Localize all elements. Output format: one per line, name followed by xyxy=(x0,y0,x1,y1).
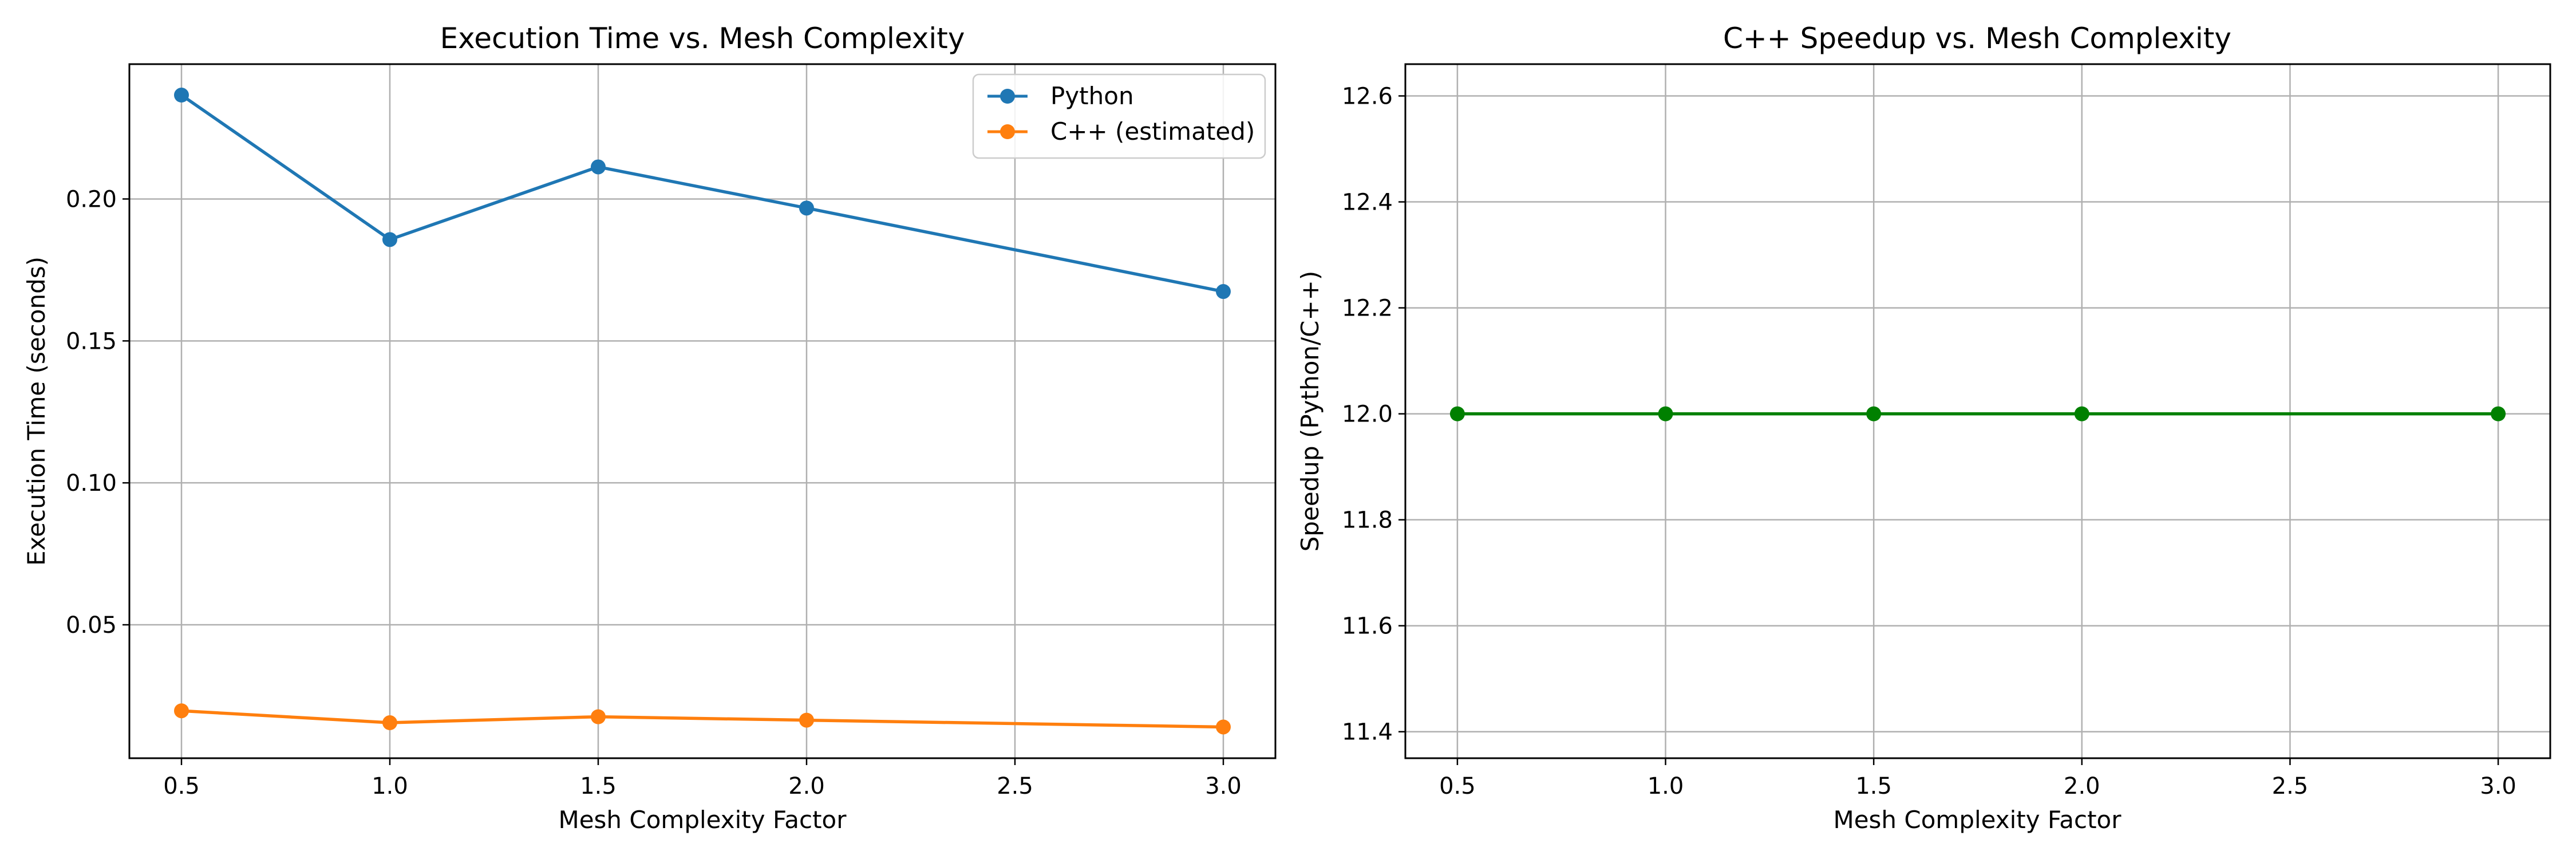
plot-area-frame xyxy=(1404,63,2551,759)
x-tick-label: 1.5 xyxy=(580,773,617,799)
data-point-0 xyxy=(1658,406,1673,421)
y-tick-label: 0.10 xyxy=(66,470,117,497)
y-tick-label: 11.8 xyxy=(1342,507,1393,534)
x-tick-label: 0.5 xyxy=(1439,773,1476,799)
data-point-0 xyxy=(2074,406,2089,421)
x-tick-label: 3.0 xyxy=(2480,773,2516,799)
data-point-1 xyxy=(382,715,397,731)
data-point-0 xyxy=(382,232,397,247)
chart-title: Execution Time vs. Mesh Complexity xyxy=(440,22,965,55)
y-tick-label: 0.05 xyxy=(66,612,117,639)
legend-box xyxy=(972,73,1266,159)
data-point-1 xyxy=(1216,719,1231,735)
x-tick-label: 1.5 xyxy=(1855,773,1892,799)
y-axis-label: Execution Time (seconds) xyxy=(22,257,50,566)
plot-area-frame xyxy=(128,63,1277,759)
y-tick-label: 0.20 xyxy=(66,186,117,212)
speedup-chart: C++ Speedup vs. Mesh Complexity Mesh Com… xyxy=(1296,22,2551,834)
x-tick-label: 2.0 xyxy=(2064,773,2100,799)
y-tick-label: 12.2 xyxy=(1342,295,1393,322)
x-tick-label: 1.0 xyxy=(372,773,408,799)
data-point-0 xyxy=(1449,406,1465,421)
data-point-0 xyxy=(1866,406,1882,421)
execution-time-chart: Execution Time vs. Mesh Complexity Mesh … xyxy=(22,22,1277,834)
data-point-0 xyxy=(174,88,189,103)
x-tick-label: 2.5 xyxy=(997,773,1033,799)
legend-label-python: Python xyxy=(1050,82,1134,110)
data-point-0 xyxy=(591,159,606,175)
x-tick-label: 2.5 xyxy=(2272,773,2309,799)
y-axis-label: Speedup (Python/C++) xyxy=(1296,271,1324,552)
legend: Python C++ (estimated) xyxy=(972,73,1266,159)
x-tick-label: 2.0 xyxy=(788,773,825,799)
chart-title: C++ Speedup vs. Mesh Complexity xyxy=(1723,22,2231,55)
y-tick-label: 12.0 xyxy=(1342,401,1393,428)
data-point-0 xyxy=(1216,284,1231,300)
y-tick-label: 11.6 xyxy=(1342,613,1393,640)
x-axis-label: Mesh Complexity Factor xyxy=(558,806,847,834)
data-point-0 xyxy=(2491,406,2506,421)
data-point-1 xyxy=(799,712,814,728)
legend-marker-python xyxy=(1000,89,1015,104)
legend-marker-cpp xyxy=(1000,124,1015,139)
y-tick-label: 0.15 xyxy=(66,328,117,354)
x-axis-label: Mesh Complexity Factor xyxy=(1833,806,2121,834)
legend-label-cpp: C++ (estimated) xyxy=(1050,117,1255,145)
x-tick-label: 3.0 xyxy=(1205,773,1242,799)
y-tick-label: 12.6 xyxy=(1342,84,1393,110)
data-point-0 xyxy=(799,200,814,216)
x-tick-label: 0.5 xyxy=(163,773,200,799)
data-point-1 xyxy=(174,703,189,719)
data-point-1 xyxy=(591,709,606,724)
y-tick-label: 12.4 xyxy=(1342,190,1393,216)
y-tick-label: 11.4 xyxy=(1342,719,1393,746)
x-tick-label: 1.0 xyxy=(1647,773,1684,799)
